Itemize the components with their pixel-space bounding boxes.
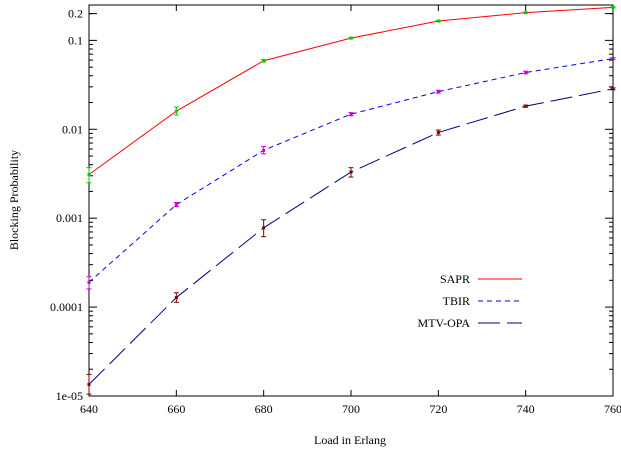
y-tick-label: 0.1 — [68, 33, 83, 47]
series-tbir — [86, 57, 616, 290]
y-tick-label: 0.001 — [56, 211, 83, 225]
data-point — [262, 226, 266, 230]
legend-label: MTV-OPA — [418, 316, 471, 330]
series-line — [88, 6, 614, 175]
x-tick-label: 660 — [167, 402, 185, 416]
data-point — [611, 5, 615, 9]
data-point — [87, 280, 91, 284]
y-tick-label: 0.01 — [62, 122, 83, 136]
series-layer — [86, 5, 616, 395]
data-point — [349, 36, 353, 40]
data-point — [87, 173, 91, 177]
data-point — [524, 71, 528, 75]
data-point — [262, 148, 266, 152]
data-point — [349, 112, 353, 116]
legend: SAPR TBIR MTV-OPA — [418, 272, 522, 330]
y-tick-label: 0.2 — [68, 7, 83, 21]
data-point — [349, 170, 353, 174]
data-point — [524, 104, 528, 108]
data-point — [174, 296, 178, 300]
legend-label: SAPR — [440, 272, 470, 286]
series-line — [88, 88, 614, 385]
x-tick-label: 740 — [517, 402, 535, 416]
series-sapr — [86, 5, 616, 184]
x-tick-label: 720 — [429, 402, 447, 416]
y-axis-title: Blocking Probability — [7, 150, 21, 250]
y-tick-label: 0.0001 — [50, 300, 83, 314]
legend-label: TBIR — [443, 294, 470, 308]
x-axis-title: Load in Erlang — [314, 433, 386, 447]
data-point — [611, 87, 615, 91]
data-point — [436, 90, 440, 94]
data-point — [262, 59, 266, 63]
data-point — [611, 57, 615, 61]
series-mtv-opa — [86, 87, 616, 395]
y-tick-label: 1e-05 — [56, 389, 83, 403]
x-tick-label: 640 — [80, 402, 98, 416]
plot-frame — [88, 4, 614, 397]
data-point — [436, 19, 440, 23]
x-tick-label: 680 — [255, 402, 273, 416]
data-point — [524, 11, 528, 15]
data-point — [87, 382, 91, 386]
data-point — [436, 131, 440, 135]
x-tick-label: 760 — [604, 402, 621, 416]
axes-layer: 640 660 680 700 720 740 760 0.2 0.1 0.01 0.001 0.00… — [50, 4, 621, 416]
x-tick-label: 700 — [342, 402, 360, 416]
data-point — [174, 203, 178, 207]
data-point — [174, 109, 178, 113]
